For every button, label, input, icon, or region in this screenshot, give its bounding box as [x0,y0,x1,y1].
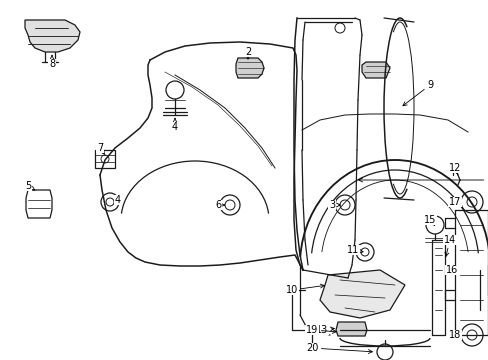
Text: 4: 4 [115,195,122,205]
Text: 14: 14 [443,235,455,256]
Text: 6: 6 [215,200,224,210]
Text: 20: 20 [305,343,371,354]
Text: 3: 3 [328,200,340,210]
Text: 13: 13 [315,325,334,335]
Text: 9: 9 [402,80,432,106]
Polygon shape [95,150,115,168]
Polygon shape [361,62,389,78]
Text: 17: 17 [448,197,460,207]
Text: 2: 2 [244,47,251,59]
Text: 10: 10 [285,284,324,295]
Text: 11: 11 [346,245,363,255]
Text: 2: 2 [0,359,1,360]
Text: 8: 8 [49,55,55,69]
Text: 5: 5 [25,181,35,191]
Text: 18: 18 [448,330,460,340]
Polygon shape [25,20,80,52]
Polygon shape [335,322,366,336]
Text: 1: 1 [358,175,488,185]
Text: 15: 15 [423,215,435,226]
Polygon shape [319,270,404,318]
Polygon shape [26,190,52,218]
Text: 16: 16 [445,265,457,275]
Text: 4: 4 [172,118,178,132]
Text: 12: 12 [448,163,460,174]
Text: 7: 7 [97,143,104,154]
Polygon shape [236,58,264,78]
Text: 19: 19 [305,325,336,335]
